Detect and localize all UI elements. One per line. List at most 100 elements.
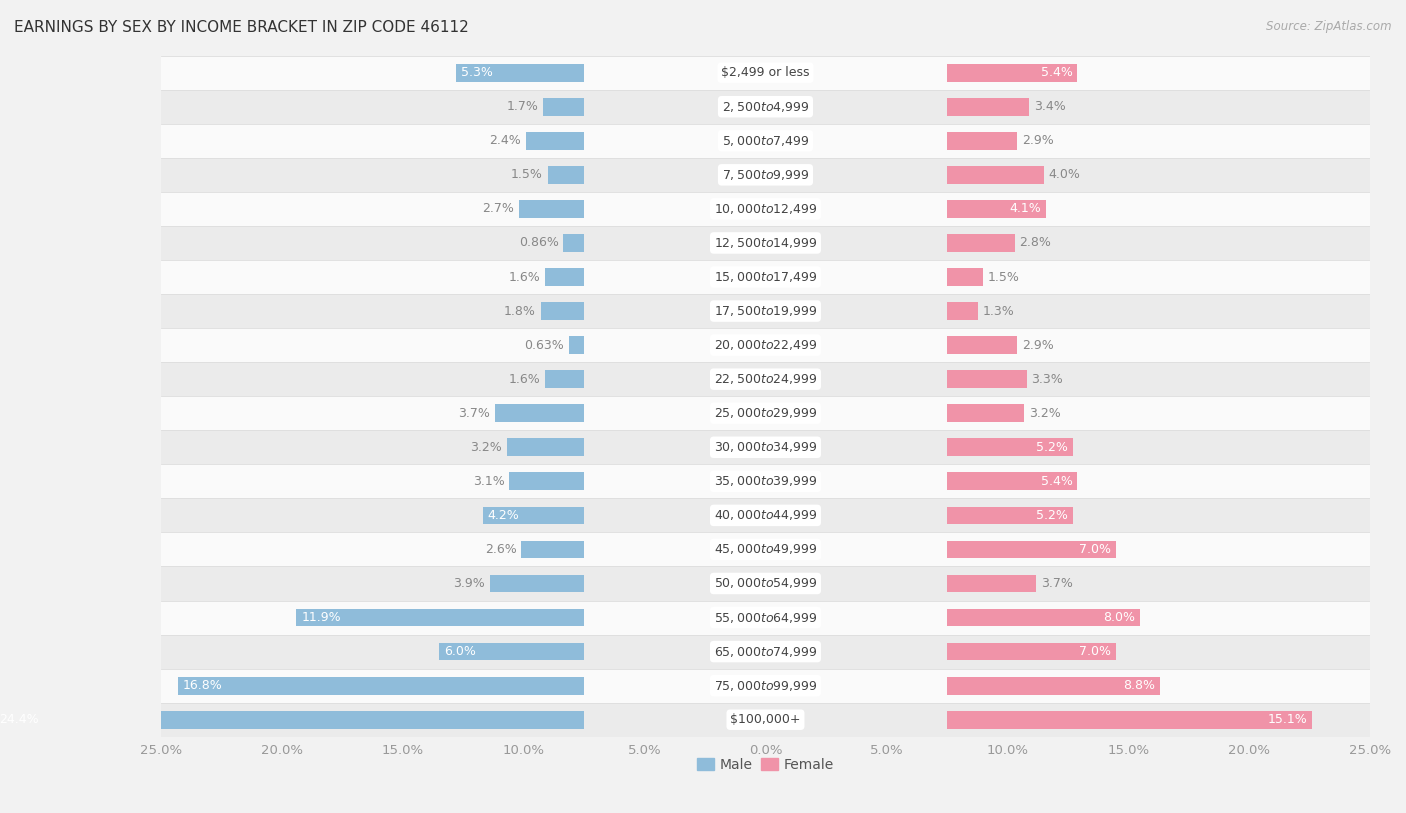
Text: $30,000 to $34,999: $30,000 to $34,999 (714, 441, 817, 454)
Text: 3.2%: 3.2% (470, 441, 502, 454)
Bar (506, 438, 583, 456)
Text: 5.2%: 5.2% (1036, 441, 1067, 454)
Bar (162, 89, 1369, 124)
Bar (946, 268, 983, 286)
Bar (522, 541, 583, 559)
Bar (946, 575, 1036, 593)
Bar (946, 472, 1077, 490)
Text: 6.0%: 6.0% (444, 645, 475, 658)
Bar (946, 234, 1015, 252)
Bar (548, 166, 583, 184)
Bar (946, 643, 1116, 660)
Bar (495, 404, 583, 422)
Bar (541, 302, 583, 320)
Text: 0.63%: 0.63% (524, 338, 564, 351)
Bar (162, 702, 1369, 737)
Bar (162, 668, 1369, 702)
Bar (569, 337, 583, 354)
Bar (543, 98, 583, 115)
Text: 1.5%: 1.5% (512, 168, 543, 181)
Bar (946, 676, 1160, 694)
Bar (946, 438, 1073, 456)
Text: 5.4%: 5.4% (1040, 66, 1073, 79)
Text: $5,000 to $7,499: $5,000 to $7,499 (721, 134, 810, 148)
Bar (439, 643, 583, 660)
Text: $12,500 to $14,999: $12,500 to $14,999 (714, 236, 817, 250)
Text: 1.7%: 1.7% (506, 100, 538, 113)
Bar (946, 370, 1026, 388)
Bar (946, 166, 1043, 184)
Bar (162, 464, 1369, 498)
Bar (162, 124, 1369, 158)
Text: 2.7%: 2.7% (482, 202, 515, 215)
Bar (946, 609, 1140, 626)
Text: 3.2%: 3.2% (1029, 406, 1060, 420)
Bar (162, 294, 1369, 328)
Bar (546, 370, 583, 388)
Text: 3.7%: 3.7% (458, 406, 489, 420)
Text: 24.4%: 24.4% (0, 713, 38, 726)
Bar (162, 55, 1369, 89)
Text: 1.8%: 1.8% (503, 305, 536, 318)
Bar (546, 268, 583, 286)
Bar (162, 635, 1369, 668)
Text: 1.6%: 1.6% (509, 271, 541, 284)
Bar (0, 711, 583, 728)
Text: 1.5%: 1.5% (988, 271, 1019, 284)
Text: $25,000 to $29,999: $25,000 to $29,999 (714, 406, 817, 420)
Text: $75,000 to $99,999: $75,000 to $99,999 (714, 679, 817, 693)
Text: 4.2%: 4.2% (488, 509, 519, 522)
Text: Source: ZipAtlas.com: Source: ZipAtlas.com (1267, 20, 1392, 33)
Bar (564, 234, 583, 252)
Text: 8.0%: 8.0% (1104, 611, 1136, 624)
Bar (946, 506, 1073, 524)
Bar (297, 609, 583, 626)
Bar (946, 200, 1046, 218)
Text: 2.9%: 2.9% (1022, 134, 1053, 147)
Text: $65,000 to $74,999: $65,000 to $74,999 (714, 645, 817, 659)
Text: $45,000 to $49,999: $45,000 to $49,999 (714, 542, 817, 556)
Text: $2,500 to $4,999: $2,500 to $4,999 (721, 100, 810, 114)
Bar (162, 533, 1369, 567)
Text: 3.3%: 3.3% (1032, 372, 1063, 385)
Bar (162, 601, 1369, 635)
Text: 11.9%: 11.9% (301, 611, 340, 624)
Text: $55,000 to $64,999: $55,000 to $64,999 (714, 611, 817, 624)
Text: 5.2%: 5.2% (1036, 509, 1067, 522)
Text: 5.4%: 5.4% (1040, 475, 1073, 488)
Text: $10,000 to $12,499: $10,000 to $12,499 (714, 202, 817, 216)
Text: 2.4%: 2.4% (489, 134, 522, 147)
Bar (482, 506, 583, 524)
Bar (519, 200, 583, 218)
Text: $15,000 to $17,499: $15,000 to $17,499 (714, 270, 817, 284)
Bar (162, 158, 1369, 192)
Text: 2.6%: 2.6% (485, 543, 516, 556)
Bar (946, 337, 1017, 354)
Text: 4.0%: 4.0% (1049, 168, 1080, 181)
Bar (946, 711, 1312, 728)
Text: 5.3%: 5.3% (461, 66, 492, 79)
Text: 1.3%: 1.3% (983, 305, 1015, 318)
Bar (162, 226, 1369, 260)
Text: $40,000 to $44,999: $40,000 to $44,999 (714, 508, 817, 523)
Text: 4.1%: 4.1% (1010, 202, 1040, 215)
Text: 7.0%: 7.0% (1080, 645, 1111, 658)
Bar (946, 541, 1116, 559)
Bar (946, 132, 1017, 150)
Text: EARNINGS BY SEX BY INCOME BRACKET IN ZIP CODE 46112: EARNINGS BY SEX BY INCOME BRACKET IN ZIP… (14, 20, 468, 35)
Bar (456, 64, 583, 81)
Text: 3.1%: 3.1% (472, 475, 505, 488)
Bar (162, 260, 1369, 294)
Bar (946, 302, 979, 320)
Text: 16.8%: 16.8% (183, 679, 222, 692)
Text: 0.86%: 0.86% (519, 237, 558, 250)
Text: $20,000 to $22,499: $20,000 to $22,499 (714, 338, 817, 352)
Bar (162, 192, 1369, 226)
Bar (526, 132, 583, 150)
Bar (489, 575, 583, 593)
Text: 8.8%: 8.8% (1123, 679, 1154, 692)
Text: 2.8%: 2.8% (1019, 237, 1052, 250)
Bar (946, 404, 1024, 422)
Text: 1.6%: 1.6% (509, 372, 541, 385)
Text: 7.0%: 7.0% (1080, 543, 1111, 556)
